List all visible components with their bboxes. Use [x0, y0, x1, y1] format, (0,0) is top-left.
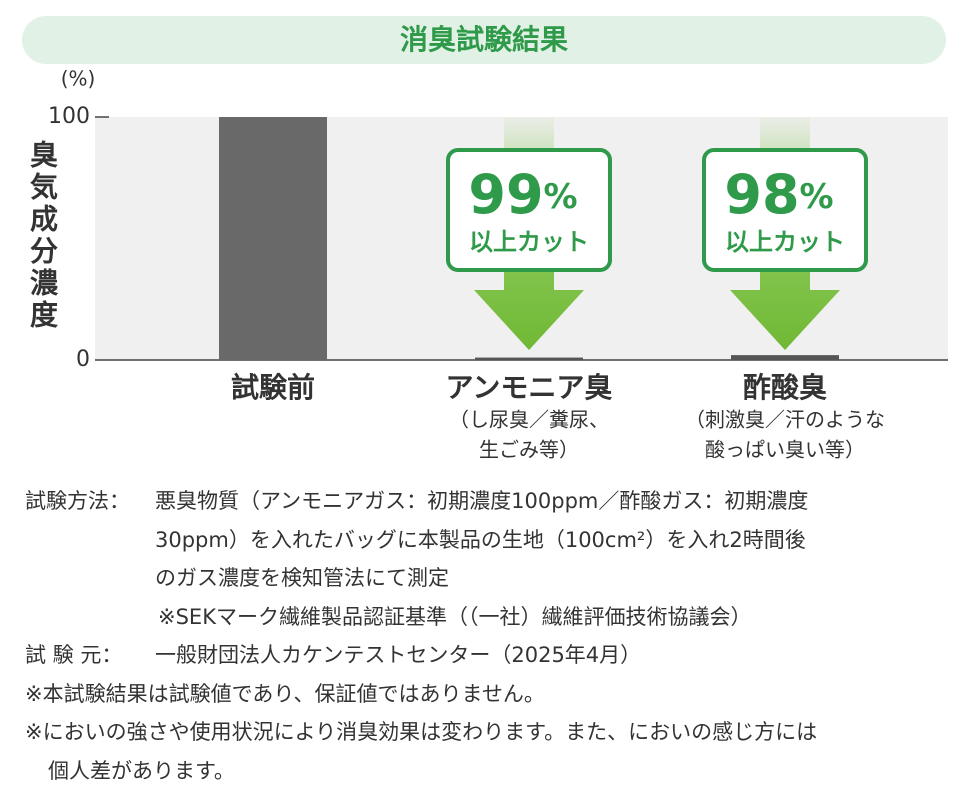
bar: [219, 117, 327, 360]
chart-title: 消臭試験結果: [22, 16, 946, 64]
callout: 99%以上カット: [446, 117, 612, 350]
y-tick-label: 100: [48, 104, 90, 129]
callout-unit: %: [544, 177, 578, 217]
unit-label: (%): [61, 67, 96, 91]
note-line: 悪臭物質（アンモニアガス：初期濃度100ppm／酢酸ガス：初期濃度: [155, 489, 809, 513]
category-note: 生ごみ等）: [479, 438, 579, 462]
callout-text: 以上カット: [725, 228, 845, 256]
note-line: ※SEKマーク繊維製品認証基準（（一社）繊維評価技術協議会）: [158, 604, 752, 629]
callout-text: 以上カット: [469, 228, 589, 256]
x-tick-label: アンモニア臭: [446, 371, 613, 404]
callout-box: [446, 148, 612, 272]
callout-number: 99: [468, 163, 543, 226]
bar: [475, 357, 583, 360]
callout-value: 98%: [724, 163, 833, 226]
note-line: のガス濃度を検知管法にて測定: [155, 566, 449, 590]
category-note: （刺激臭／汗のような: [685, 408, 885, 432]
category-note: （し尿臭／糞尿、: [449, 408, 609, 432]
note-line: 一般財団法人カケンテストセンター（2025年4月）: [155, 643, 642, 667]
callout-unit: %: [800, 177, 834, 217]
note-label: 試験方法：: [25, 489, 130, 513]
y-tick-label: 0: [76, 347, 90, 372]
y-axis-label: 臭気成分濃度: [26, 140, 59, 332]
callout: 98%以上カット: [702, 117, 868, 350]
callout-box: [702, 148, 868, 272]
note-label: 試 験 元：: [25, 643, 123, 667]
note-line: 個人差があります。: [48, 758, 235, 783]
category-note: 酸っぱい臭い等）: [705, 438, 865, 462]
x-tick-label: 試験前: [231, 371, 315, 404]
note-line: ※においの強さや使用状況により消臭効果は変わります。また、においの感じ方には: [25, 720, 818, 744]
callout-number: 98: [724, 163, 799, 226]
callout-value: 99%: [468, 163, 577, 226]
note-line: ※本試験結果は試験値であり、保証値ではありません。: [25, 681, 545, 706]
note-line: 30ppm）を入れたバッグに本製品の生地（100cm²）を入れ2時間後: [155, 527, 806, 552]
bar: [731, 355, 839, 360]
x-tick-label: 酢酸臭: [743, 371, 827, 404]
